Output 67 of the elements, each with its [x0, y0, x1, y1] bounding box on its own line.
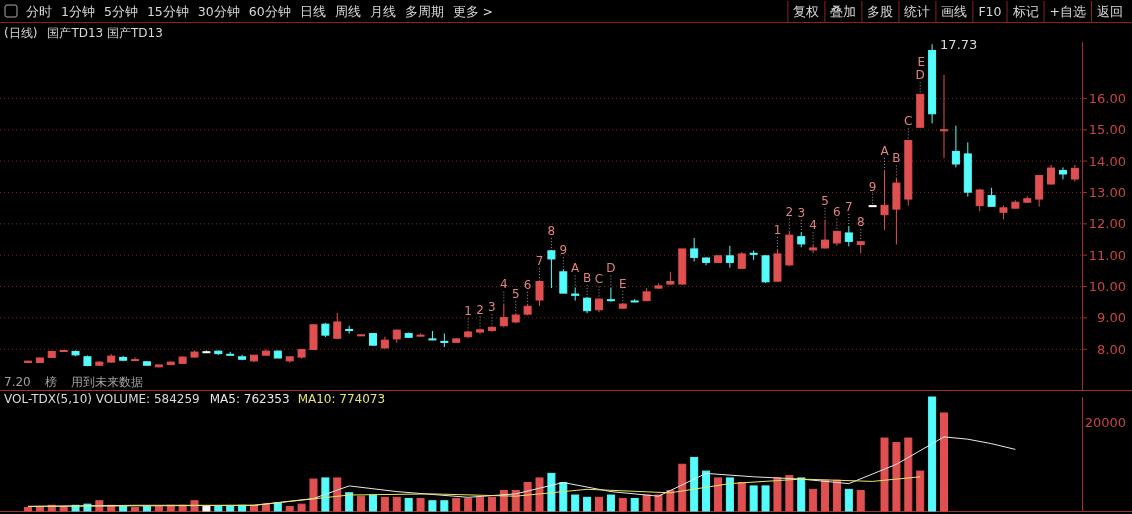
- text: 叠加: [830, 4, 857, 19]
- y-tick-label: 10.00: [1088, 279, 1126, 295]
- chart-title: VOL-TDX(5,10) VOLUME: 584259: [4, 392, 200, 406]
- text: 4: [809, 218, 817, 233]
- text: 15分钟: [146, 4, 189, 19]
- text: 多周期: [404, 4, 444, 19]
- text: 1: [773, 222, 782, 237]
- text: 9: [868, 179, 877, 194]
- text: 更多 >: [452, 4, 494, 19]
- text: 8: [547, 224, 556, 239]
- text: 60分钟: [248, 4, 291, 19]
- text: B: [892, 151, 901, 166]
- text: 5分钟: [103, 4, 138, 19]
- text: 5: [821, 193, 829, 208]
- chart-subtitle: 国产TD13 国产TD13: [47, 26, 163, 40]
- text: 1分钟: [61, 4, 95, 19]
- y-tick-label: 13.00: [1088, 184, 1126, 200]
- text: C: [594, 272, 604, 287]
- y-tick-label: 14.00: [1088, 153, 1126, 169]
- text: 30分钟: [197, 4, 240, 19]
- text: 5: [511, 287, 520, 302]
- text: 6: [833, 204, 841, 219]
- text: 9: [559, 243, 568, 258]
- text: 6: [523, 277, 532, 292]
- annotation: 17.73: [940, 37, 978, 53]
- text: 20000: [1084, 415, 1126, 430]
- text: 8: [856, 215, 865, 230]
- text: E: [618, 276, 627, 291]
- text: 7: [845, 200, 853, 215]
- annotation: 7.20: [4, 375, 31, 389]
- y-tick-label: 9.00: [1097, 310, 1126, 326]
- text: +自选: [1049, 4, 1086, 19]
- text: 复权: [793, 4, 820, 19]
- text: A: [571, 261, 580, 276]
- y-tick-label: 12.00: [1088, 216, 1126, 232]
- text: MA10: 774073: [297, 392, 386, 406]
- text: 7: [535, 254, 544, 269]
- text: 多股: [867, 4, 894, 19]
- chart-title: (日线): [4, 26, 38, 40]
- text: 2: [476, 302, 484, 317]
- text: 4: [500, 277, 508, 292]
- text: 标记: [1011, 4, 1039, 19]
- text: 画线: [941, 4, 968, 19]
- text: 周线: [334, 4, 361, 19]
- y-tick-label: 15.00: [1088, 122, 1126, 138]
- text: D: [915, 68, 925, 83]
- annotation: 用到未来数据: [70, 375, 143, 389]
- text: B: [582, 270, 592, 285]
- y-tick-label: 11.00: [1088, 247, 1126, 263]
- text: F10: [978, 4, 1002, 19]
- text: E: [917, 55, 926, 70]
- text: D: [606, 261, 616, 276]
- text: MA5: 762353: [209, 392, 290, 406]
- text: 返回: [1097, 4, 1123, 19]
- text: 月线: [369, 4, 396, 19]
- text: 统计: [904, 4, 931, 19]
- y-tick-label: 16.00: [1088, 90, 1126, 106]
- text: 分时: [26, 4, 52, 19]
- text: 2: [785, 204, 794, 219]
- text: 3: [488, 300, 496, 315]
- text: 3: [797, 205, 806, 220]
- text: 1: [464, 304, 472, 319]
- annotation: 榜: [44, 375, 57, 389]
- text: 日线: [299, 4, 326, 19]
- y-tick-label: 8.00: [1097, 341, 1126, 357]
- text: A: [880, 143, 889, 158]
- text: C: [904, 114, 913, 129]
